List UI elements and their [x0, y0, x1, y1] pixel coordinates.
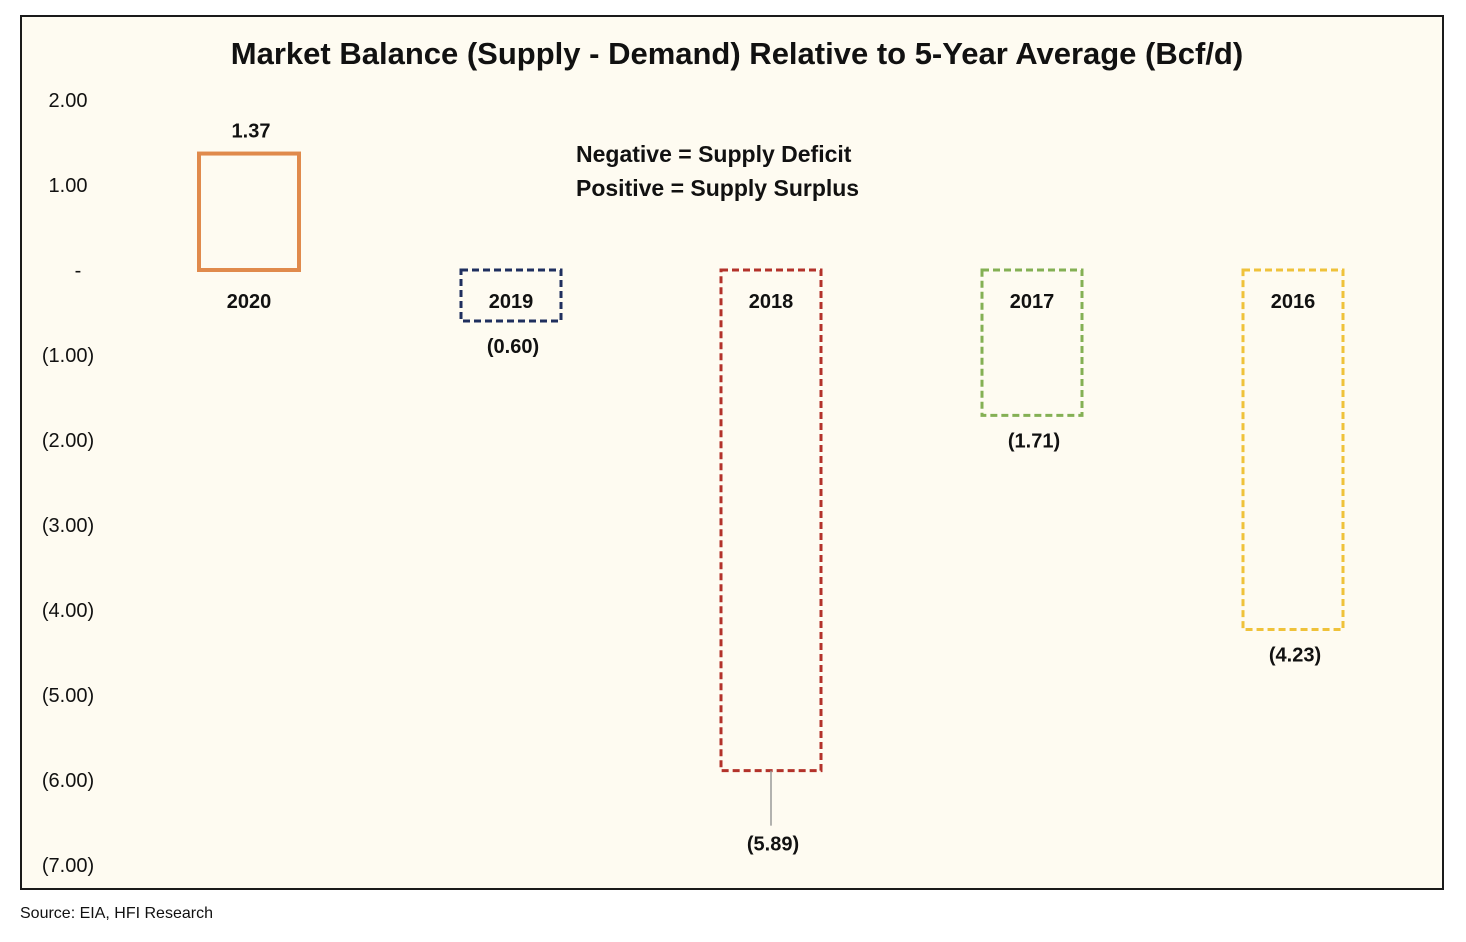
- annotation-text: Positive = Supply Surplus: [576, 175, 859, 201]
- bar-2020: [197, 151, 301, 272]
- y-tick-label: -: [75, 260, 82, 282]
- y-tick-label: (3.00): [42, 515, 94, 537]
- y-tick-label: (6.00): [42, 770, 94, 792]
- category-label: 2016: [1271, 291, 1316, 313]
- annotation-box: Negative = Supply Deficit Positive = Supp…: [576, 141, 859, 201]
- y-tick-label: (1.00): [42, 345, 94, 367]
- data-label: (4.23): [1269, 645, 1321, 667]
- bar-chart: Market Balance (Supply - Demand) Relativ…: [42, 36, 1345, 877]
- source-note: Source: EIA, HFI Research: [20, 905, 213, 922]
- data-label: (0.60): [487, 336, 539, 358]
- category-label: 2019: [489, 291, 534, 313]
- data-label: (5.89): [747, 834, 799, 856]
- category-label: 2020: [227, 291, 272, 313]
- y-tick-label: (5.00): [42, 685, 94, 707]
- y-tick-label: (7.00): [42, 855, 94, 877]
- chart-title: Market Balance (Supply - Demand) Relativ…: [231, 36, 1243, 71]
- category-label: 2017: [1010, 291, 1055, 313]
- y-tick-label: (4.00): [42, 600, 94, 622]
- bar-2016: [1241, 268, 1345, 632]
- chart-frame: [20, 15, 1444, 890]
- y-tick-label: (2.00): [42, 430, 94, 452]
- y-tick-label: 1.00: [49, 175, 88, 197]
- y-axis-tick-labels: 2.00 1.00 - (1.00) (2.00) (3.00) (4.00) (5.00) (…: [42, 90, 94, 877]
- data-label: 1.37: [232, 121, 271, 143]
- y-tick-label: 2.00: [49, 90, 88, 112]
- category-label: 2018: [749, 291, 794, 313]
- bars-layer: 2020 1.37 2019 (0.60) 2018 (5.89) 2017 (1.71) 20…: [197, 121, 1345, 856]
- bar-2017: [980, 268, 1084, 417]
- data-label: (1.71): [1008, 430, 1060, 452]
- bar-2018: [719, 268, 823, 773]
- bar-2019: [459, 268, 563, 323]
- annotation-text: Negative = Supply Deficit: [576, 141, 852, 167]
